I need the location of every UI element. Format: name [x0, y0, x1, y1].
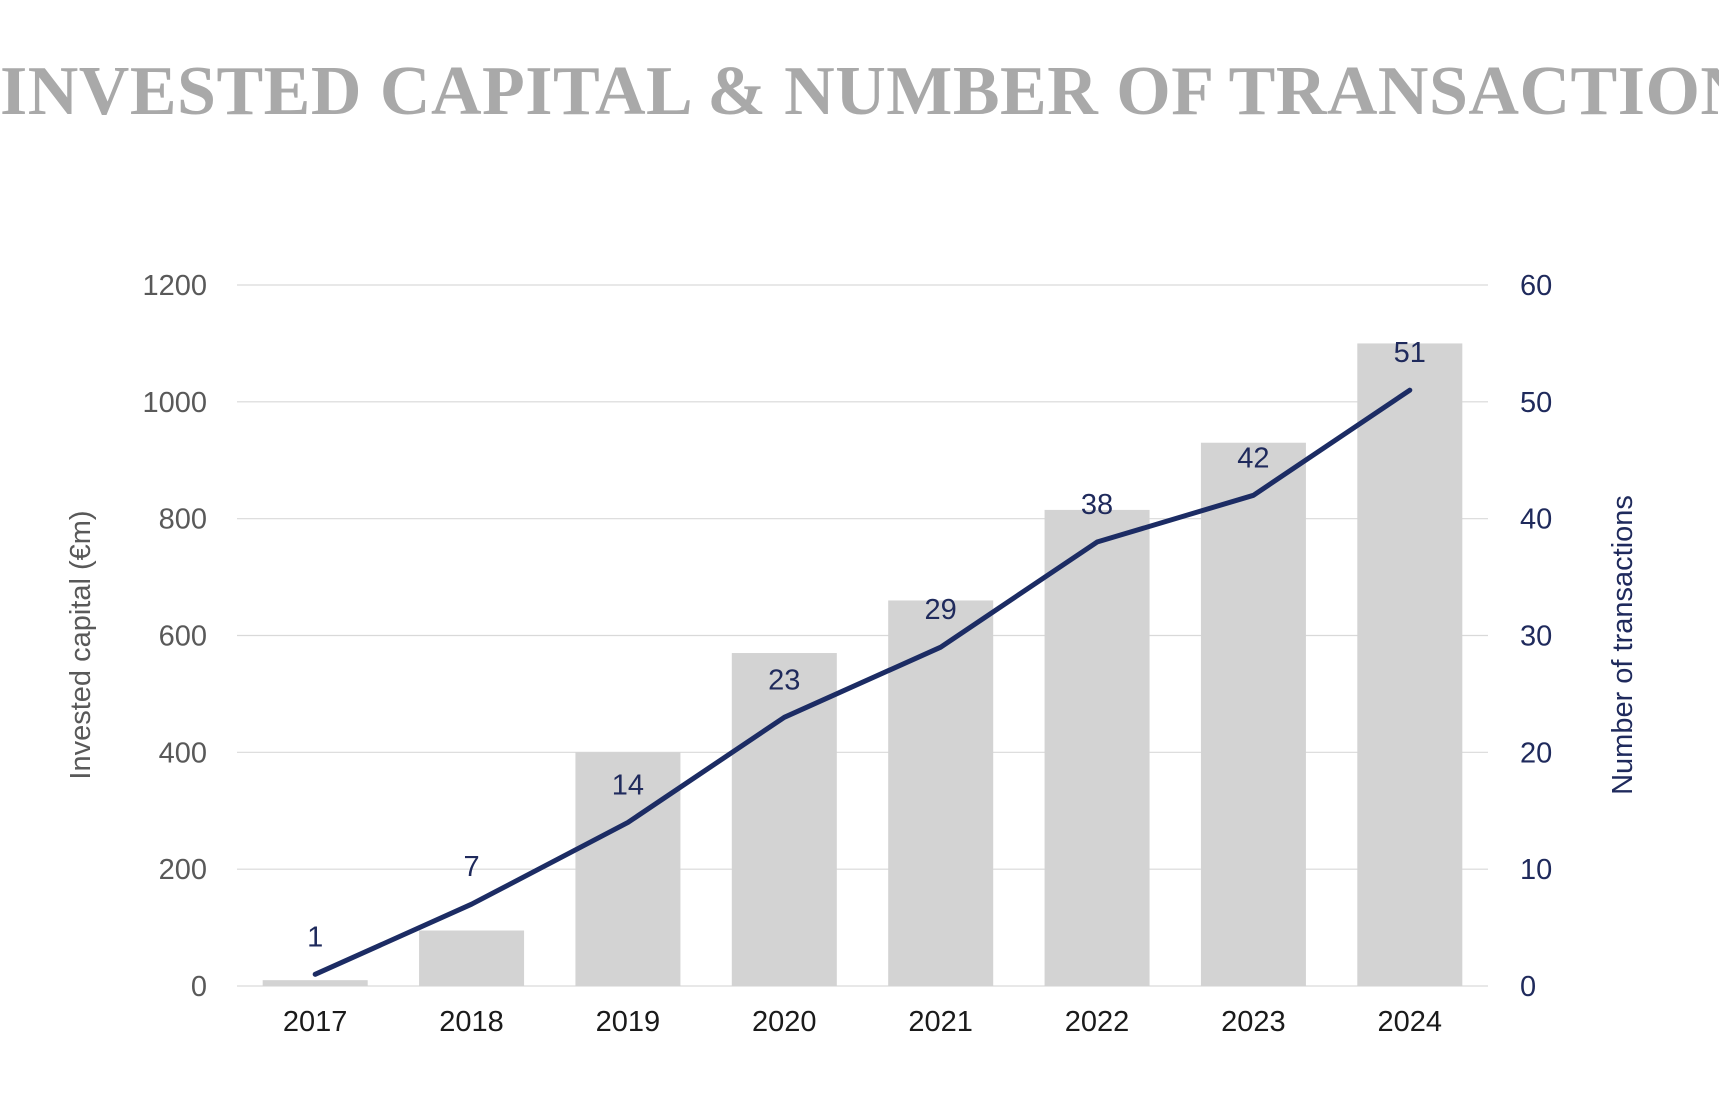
- bar-2023: [1200, 442, 1306, 987]
- y-tick-left: 600: [159, 621, 207, 653]
- bar-2020: [731, 653, 837, 986]
- bar-2019: [575, 752, 681, 986]
- x-tick: 2017: [283, 1006, 348, 1038]
- x-tick: 2018: [439, 1006, 504, 1038]
- y-axis-label-left: Invested capital (€m): [65, 510, 97, 779]
- bar-2022: [1044, 509, 1150, 986]
- transactions-line: [312, 387, 1413, 977]
- y-tick-left: 400: [159, 737, 207, 769]
- data-label-2017: 1: [307, 921, 323, 953]
- y-tick-left: 800: [159, 504, 207, 536]
- data-label-2021: 29: [925, 594, 957, 626]
- y-tick-right: 50: [1520, 387, 1552, 419]
- y-tick-left: 0: [191, 971, 207, 1003]
- data-label-2020: 23: [768, 664, 800, 696]
- data-label-2018: 7: [463, 851, 479, 883]
- y-tick-left: 200: [159, 854, 207, 886]
- y-tick-right: 60: [1520, 270, 1552, 302]
- bar-series-invested-capital: [262, 343, 1463, 987]
- x-tick: 2019: [596, 1006, 661, 1038]
- y-tick-right: 10: [1520, 854, 1552, 886]
- data-label-2024: 51: [1394, 337, 1426, 369]
- x-tick: 2023: [1221, 1006, 1286, 1038]
- y-tick-right: 40: [1520, 504, 1552, 536]
- y-tick-left: 1000: [142, 387, 207, 419]
- x-tick: 2022: [1065, 1006, 1130, 1038]
- y-tick-right: 0: [1520, 971, 1536, 1003]
- x-tick: 2021: [908, 1006, 973, 1038]
- x-tick: 2020: [752, 1006, 817, 1038]
- data-label-2022: 38: [1081, 489, 1113, 521]
- axis-ticks: 0 200 400 600 800 1000 1200 0 10 20 30 40 50 60 2017 20…: [142, 270, 1552, 1038]
- bar-2018: [419, 930, 525, 986]
- data-labels: 1 7 14 23 29 38 42 51: [307, 337, 1426, 953]
- bar-2017: [262, 980, 368, 986]
- x-tick: 2024: [1378, 1006, 1443, 1038]
- line-series-transactions: [312, 387, 1413, 977]
- y-axis-label-right: Number of transactions: [1607, 495, 1639, 795]
- bar-2024: [1357, 343, 1463, 987]
- chart-title: INVESTED CAPITAL & NUMBER OF TRANSACTION…: [0, 53, 1719, 130]
- y-tick-left: 1200: [142, 270, 207, 302]
- data-label-2019: 14: [612, 769, 644, 801]
- y-tick-right: 30: [1520, 621, 1552, 653]
- data-label-2023: 42: [1237, 442, 1269, 474]
- y-tick-right: 20: [1520, 737, 1552, 769]
- bar-2021: [888, 600, 994, 986]
